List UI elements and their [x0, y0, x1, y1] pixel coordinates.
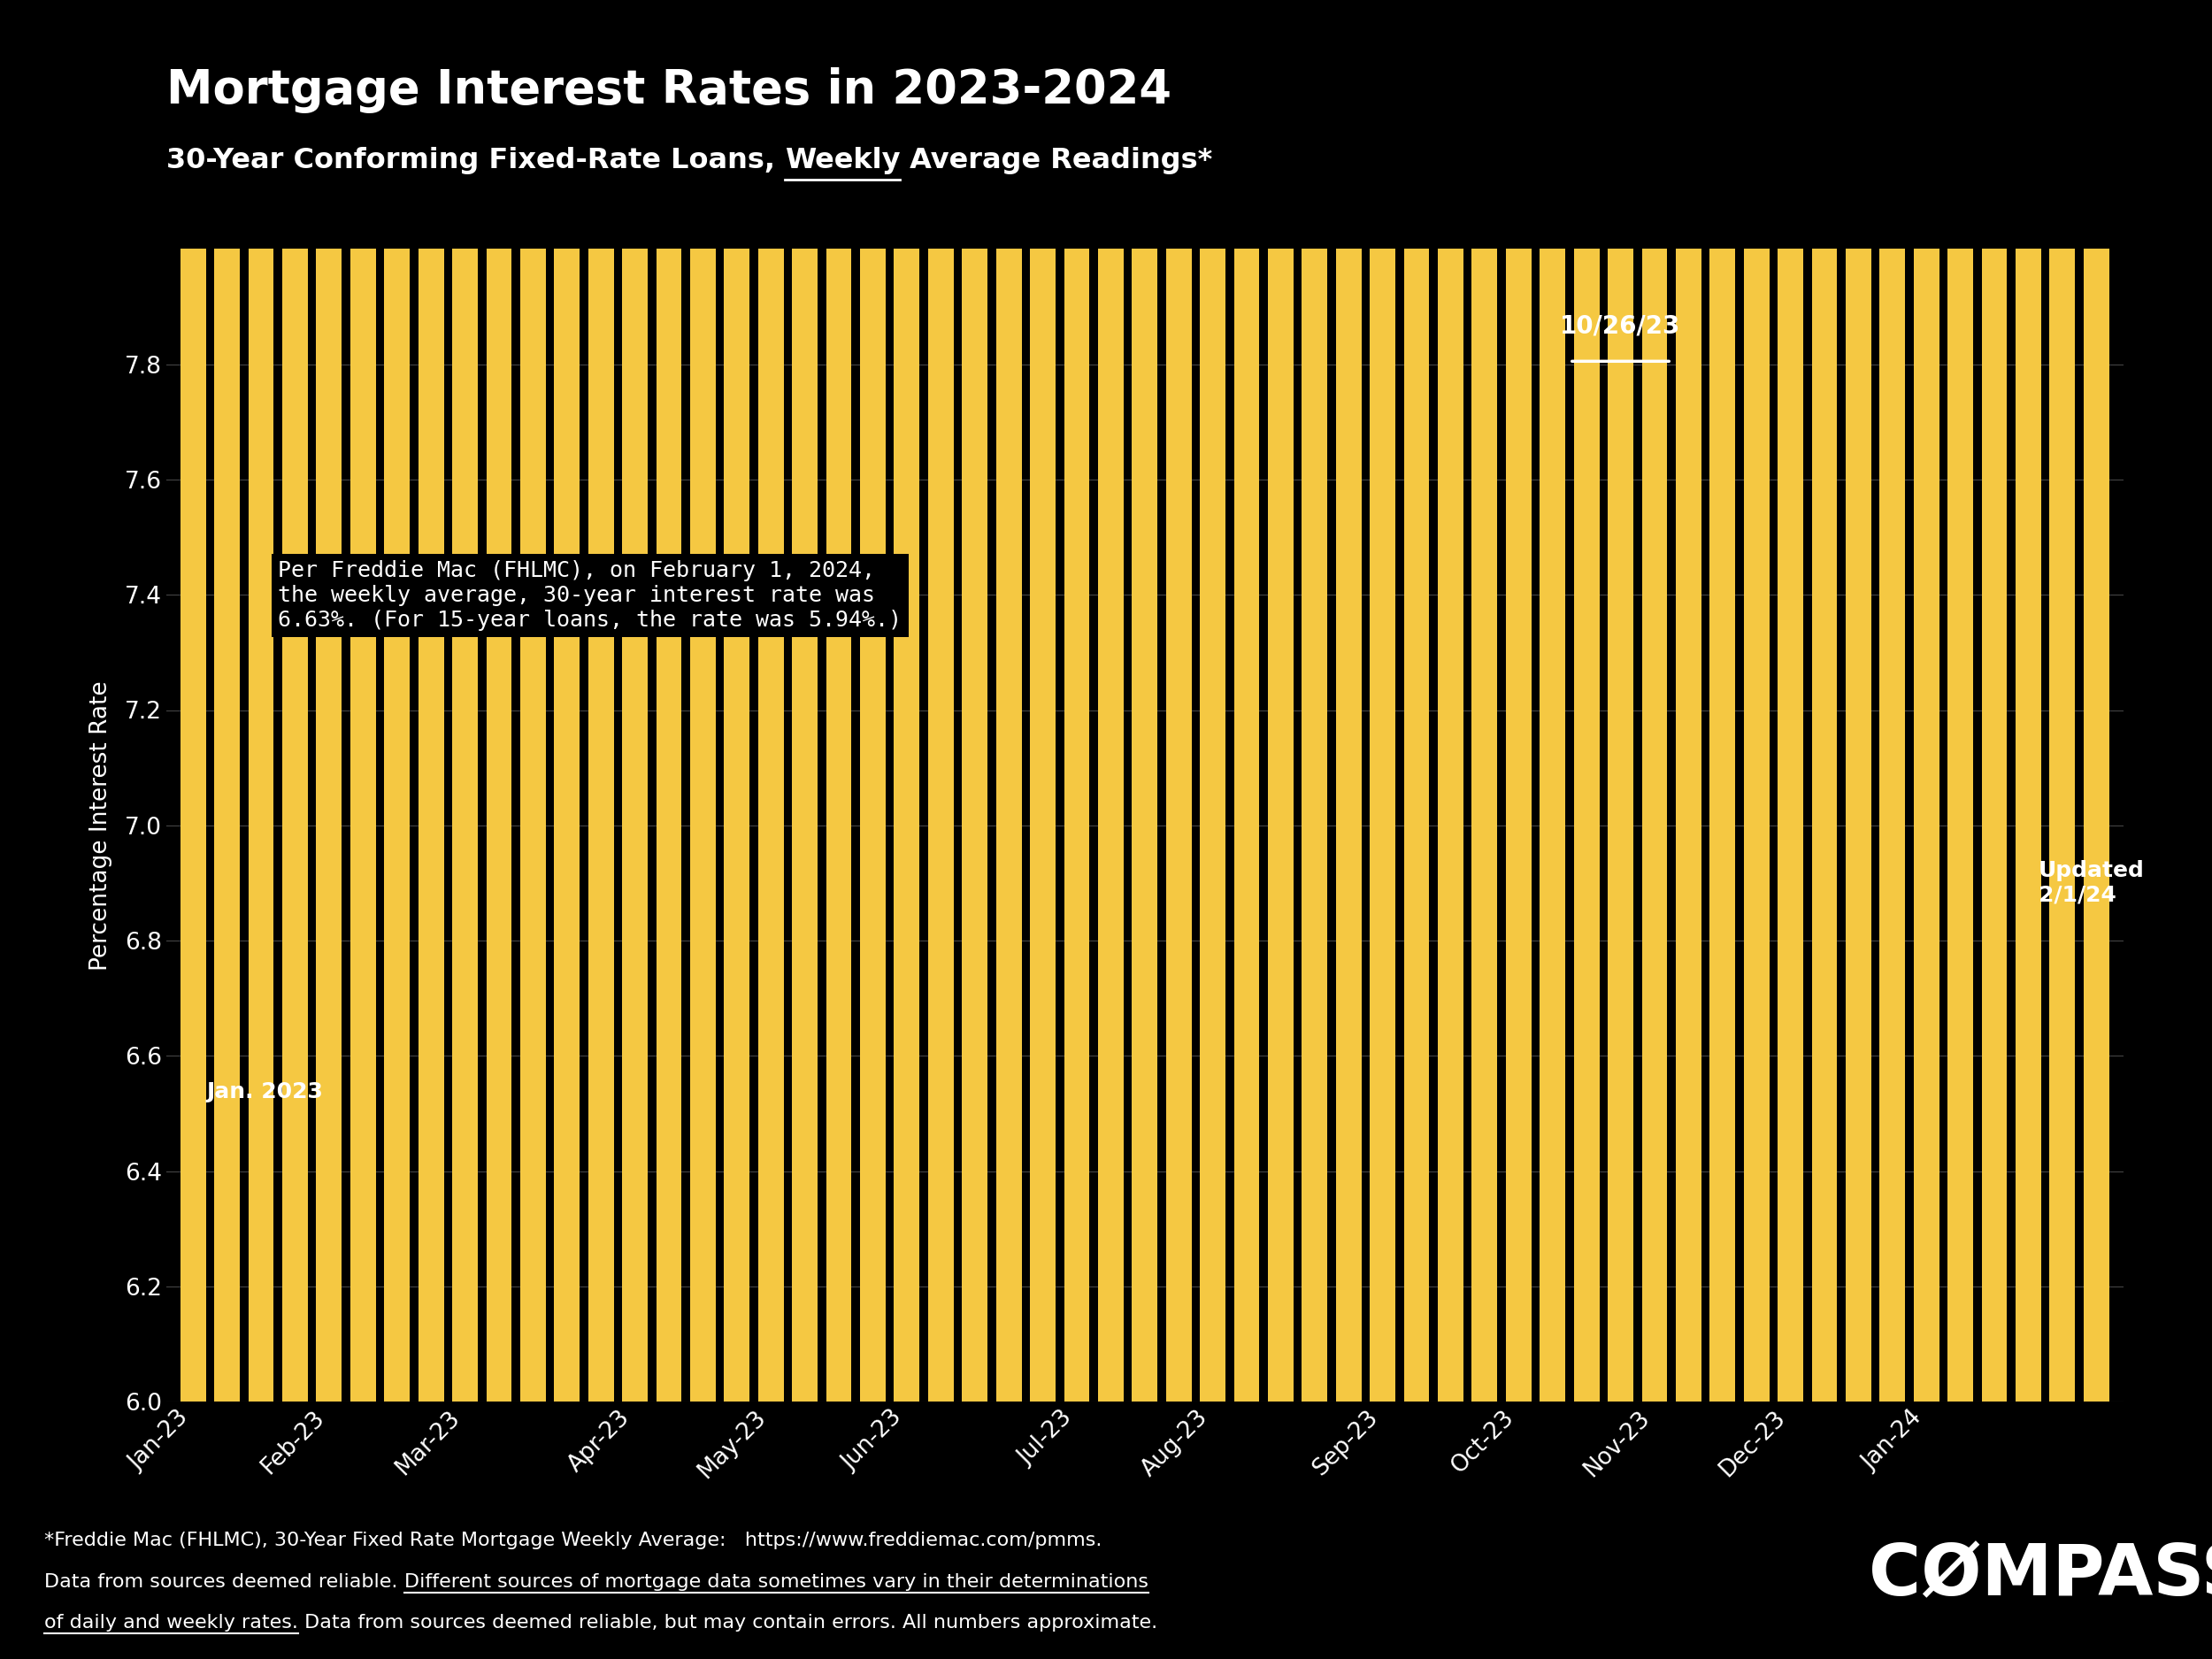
Bar [1471, 0, 1498, 1402]
Text: CØMPASS: CØMPASS [1869, 1541, 2212, 1611]
Bar [962, 0, 987, 1402]
Bar [2015, 0, 2042, 1402]
Bar [385, 0, 409, 1402]
Text: Updated
2/1/24: Updated 2/1/24 [2039, 859, 2146, 906]
Bar [1641, 0, 1668, 1402]
Bar [1880, 0, 1905, 1402]
Bar [487, 0, 511, 1402]
Bar [283, 0, 307, 1402]
Text: 10/26/23: 10/26/23 [1559, 314, 1681, 338]
Bar [520, 0, 546, 1402]
Bar [2084, 0, 2108, 1402]
Bar [1812, 0, 1838, 1402]
Bar [1845, 0, 1871, 1402]
Bar [792, 0, 818, 1402]
Text: Average Readings*: Average Readings* [900, 146, 1212, 174]
Bar [1234, 0, 1259, 1402]
Bar [1405, 0, 1429, 1402]
Bar [1743, 0, 1770, 1402]
Bar [2051, 0, 2075, 1402]
Text: Data from sources deemed reliable, but may contain errors. All numbers approxima: Data from sources deemed reliable, but m… [299, 1614, 1157, 1632]
Bar [1303, 0, 1327, 1402]
Bar [181, 0, 206, 1402]
Text: Per Freddie Mac (FHLMC), on February 1, 2024,
the weekly average, 30-year intere: Per Freddie Mac (FHLMC), on February 1, … [279, 561, 902, 630]
Bar [1369, 0, 1396, 1402]
Bar [1710, 0, 1734, 1402]
Bar [215, 0, 239, 1402]
Bar [1677, 0, 1701, 1402]
Text: Jan. 2023: Jan. 2023 [206, 1082, 323, 1102]
Bar [1913, 0, 1940, 1402]
Bar [894, 0, 920, 1402]
Bar [1199, 0, 1225, 1402]
Bar [1573, 0, 1599, 1402]
Bar [1438, 0, 1464, 1402]
Bar [349, 0, 376, 1402]
Bar [555, 0, 580, 1402]
Bar [690, 0, 717, 1402]
Bar [929, 0, 953, 1402]
Bar [860, 0, 885, 1402]
Bar [1267, 0, 1294, 1402]
Bar [418, 0, 445, 1402]
Bar [1166, 0, 1192, 1402]
Bar [1778, 0, 1803, 1402]
Bar [723, 0, 750, 1402]
Bar [1097, 0, 1124, 1402]
Bar [1133, 0, 1157, 1402]
Bar [825, 0, 852, 1402]
Bar [1031, 0, 1055, 1402]
Text: Weekly: Weekly [785, 146, 900, 174]
Text: Data from sources deemed reliable.: Data from sources deemed reliable. [44, 1573, 405, 1591]
Bar [995, 0, 1022, 1402]
Text: of daily and weekly rates.: of daily and weekly rates. [44, 1614, 299, 1632]
Bar [1947, 0, 1973, 1402]
Bar [316, 0, 343, 1402]
Bar [588, 0, 613, 1402]
Bar [1336, 0, 1360, 1402]
Text: *Freddie Mac (FHLMC), 30-Year Fixed Rate Mortgage Weekly Average:   https://www.: *Freddie Mac (FHLMC), 30-Year Fixed Rate… [44, 1531, 1102, 1550]
Bar [1540, 0, 1566, 1402]
Text: Different sources of mortgage data sometimes vary in their determinations: Different sources of mortgage data somet… [405, 1573, 1148, 1591]
Bar [451, 0, 478, 1402]
Bar [1982, 0, 2006, 1402]
Bar [759, 0, 783, 1402]
Text: Mortgage Interest Rates in 2023-2024: Mortgage Interest Rates in 2023-2024 [166, 66, 1170, 113]
Bar [248, 0, 274, 1402]
Bar [1506, 0, 1531, 1402]
Text: 30-Year Conforming Fixed-Rate Loans,: 30-Year Conforming Fixed-Rate Loans, [166, 146, 785, 174]
Bar [1608, 0, 1632, 1402]
Bar [622, 0, 648, 1402]
Bar [657, 0, 681, 1402]
Bar [1064, 0, 1091, 1402]
Y-axis label: Percentage Interest Rate: Percentage Interest Rate [88, 680, 113, 971]
